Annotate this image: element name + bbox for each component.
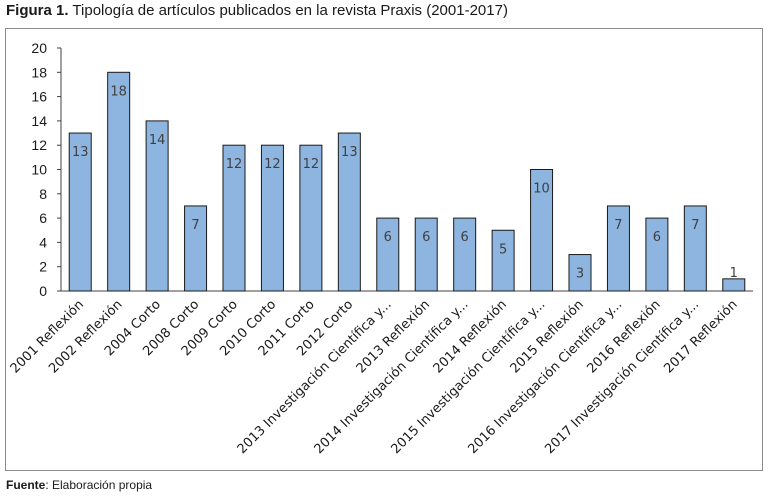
source-note: Fuente: Elaboración propia — [6, 478, 152, 492]
y-tick-label: 8 — [39, 186, 47, 202]
bar — [376, 217, 400, 292]
bar — [184, 205, 208, 292]
y-tick-label: 14 — [31, 113, 47, 129]
y-tick-label: 16 — [31, 89, 47, 105]
figure-label: Figura 1. — [6, 2, 69, 19]
data-label: 6 — [422, 230, 430, 245]
data-label: 14 — [149, 133, 166, 148]
bar — [568, 254, 592, 292]
bar — [222, 144, 246, 292]
data-label: 1 — [730, 266, 738, 281]
source-label: Fuente — [6, 478, 46, 492]
data-label: 6 — [653, 230, 661, 245]
data-label: 6 — [384, 230, 392, 245]
bar — [491, 229, 515, 292]
data-label: 10 — [533, 182, 550, 197]
bar — [683, 205, 707, 292]
data-label: 13 — [341, 145, 358, 160]
data-label: 5 — [499, 242, 507, 257]
x-tick-label: 2017 Reflexión — [661, 297, 740, 376]
data-label: 7 — [191, 218, 199, 233]
bar — [107, 71, 131, 292]
y-tick-label: 18 — [31, 64, 47, 80]
y-tick-label: 12 — [31, 137, 47, 153]
data-label: 7 — [614, 218, 622, 233]
bar — [645, 217, 669, 292]
bar — [606, 205, 630, 292]
figure-title: Tipología de artículos publicados en la … — [72, 2, 508, 19]
bar — [530, 169, 554, 292]
y-tick-label: 0 — [39, 283, 47, 299]
bar — [453, 217, 477, 292]
bar — [722, 278, 746, 292]
bar — [414, 217, 438, 292]
data-label: 12 — [226, 157, 243, 172]
bar — [145, 120, 169, 292]
y-tick-label: 4 — [39, 234, 47, 250]
bar — [299, 144, 323, 292]
data-label: 3 — [576, 267, 584, 282]
y-tick-label: 10 — [31, 162, 47, 178]
bar — [337, 132, 361, 292]
y-tick-label: 6 — [39, 210, 47, 226]
data-label: 6 — [461, 230, 469, 245]
data-label: 13 — [72, 145, 89, 160]
bar — [68, 132, 92, 292]
figure-caption: Figura 1. Tipología de artículos publica… — [6, 2, 508, 19]
data-label: 12 — [303, 157, 320, 172]
source-text: : Elaboración propia — [45, 478, 153, 492]
y-tick-label: 2 — [39, 259, 47, 275]
y-tick-label: 20 — [31, 40, 47, 56]
data-label: 7 — [691, 218, 699, 233]
bar — [260, 144, 284, 292]
data-label: 12 — [264, 157, 281, 172]
data-label: 18 — [110, 84, 127, 99]
